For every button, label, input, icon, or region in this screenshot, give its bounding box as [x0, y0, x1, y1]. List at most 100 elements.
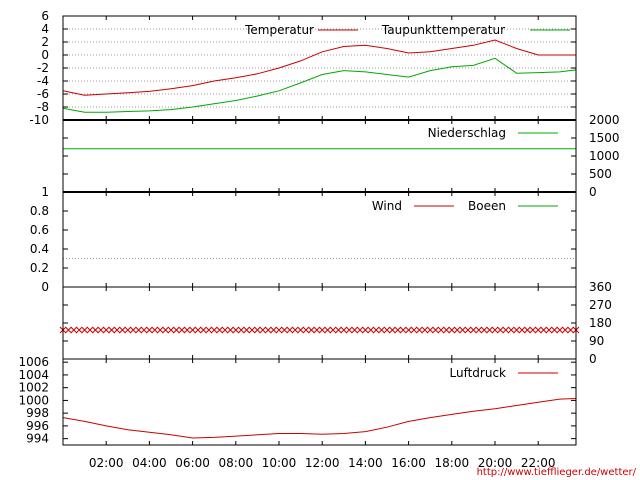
x-tick-label: 04:00 [132, 456, 167, 470]
y-tick-label: 1004 [18, 368, 49, 382]
series-line-luftdruck [62, 398, 577, 439]
scatter-point [507, 326, 515, 334]
y-tick-label: -4 [37, 74, 49, 88]
scatter-point [421, 326, 429, 334]
y-tick-label: -2 [37, 61, 49, 75]
scatter-point [119, 326, 126, 334]
scatter-point [173, 326, 180, 334]
scatter-point [459, 326, 466, 334]
y-tick-label: 0.4 [30, 242, 49, 256]
scatter-point [210, 326, 218, 334]
scatter-point [383, 326, 391, 334]
scatter-point [308, 326, 315, 334]
x-tick-label: 10:00 [262, 456, 297, 470]
scatter-point [362, 326, 369, 334]
y-tick-label: -8 [37, 100, 49, 114]
scatter-point [302, 326, 310, 334]
y-tick-label: 1500 [589, 131, 620, 145]
legend-label-taupunkttemperatur: Taupunkttemperatur [381, 23, 505, 37]
scatter-point [534, 326, 542, 334]
scatter-point [551, 326, 558, 334]
x-tick-label: 22:00 [521, 456, 556, 470]
legend-label-temperatur: Temperatur [244, 23, 314, 37]
x-tick-label: 06:00 [175, 456, 210, 470]
y-tick-label: 180 [589, 316, 612, 330]
scatter-point [162, 326, 169, 334]
scatter-point [324, 326, 331, 334]
scatter-point [464, 326, 472, 334]
scatter-point [372, 326, 380, 334]
scatter-point [259, 326, 267, 334]
legend-label-wind: Wind [372, 199, 402, 213]
y-tick-label: 1000 [18, 393, 49, 407]
scatter-point [183, 326, 191, 334]
x-axis: 02:00 04:00 06:00 08:00 10:00 12:00 14:00 16:00… [89, 16, 556, 470]
scatter-point [502, 326, 510, 334]
x-tick-label: 20:00 [478, 456, 513, 470]
scatter-point [264, 326, 272, 334]
scatter-point [416, 326, 423, 334]
scatter-point [426, 326, 434, 334]
y-tick-label: 90 [589, 334, 604, 348]
panel-2: 2000 1500 1000 500 0 Niederschlag [62, 113, 620, 199]
scatter-point [178, 326, 186, 334]
scatter-point [480, 326, 488, 334]
scatter-point [281, 326, 288, 334]
series-line-taupunkttemperatur [62, 57, 577, 113]
scatter-point [318, 326, 326, 334]
scatter-point [335, 326, 342, 334]
y-tick-label: 360 [589, 280, 612, 294]
scatter-point [367, 326, 375, 334]
scatter-point [453, 326, 461, 334]
scatter-point [75, 326, 83, 334]
scatter-point [291, 326, 299, 334]
y-tick-label: 2000 [589, 113, 620, 127]
scatter-point [243, 326, 250, 334]
scatter-point [286, 326, 294, 334]
scatter-point [448, 326, 456, 334]
scatter-point [221, 326, 229, 334]
scatter-point [140, 326, 148, 334]
scatter-point [540, 326, 547, 334]
legend-label-luftdruck: Luftdruck [449, 366, 506, 380]
scatter-point [345, 326, 353, 334]
y-tick-label: 0 [589, 352, 597, 366]
scatter-point [151, 326, 159, 334]
panel-3: 1 0.8 0.6 0.4 0.2 0 Wind Boeen [30, 185, 577, 294]
scatter-point [275, 326, 283, 334]
y-tick-label: 2 [41, 35, 49, 49]
y-tick-label: 998 [26, 406, 49, 420]
scatter-point [146, 326, 153, 334]
x-tick-label: 14:00 [348, 456, 383, 470]
scatter-point [97, 326, 105, 334]
x-tick-label: 18:00 [435, 456, 470, 470]
scatter-point [227, 326, 234, 334]
scatter-point [524, 326, 531, 334]
scatter-point [189, 326, 196, 334]
x-tick-label: 02:00 [89, 456, 124, 470]
y-tick-label: 500 [589, 167, 612, 181]
scatter-point [65, 326, 72, 334]
scatter-point [443, 326, 450, 334]
scatter-point [135, 326, 142, 334]
scatter-point [232, 326, 240, 334]
scatter-point [167, 326, 175, 334]
y-tick-label: 0.2 [30, 261, 49, 275]
x-tick-label: 08:00 [219, 456, 254, 470]
scatter-point [518, 326, 526, 334]
scatter-point [486, 326, 493, 334]
y-tick-label: 1006 [18, 355, 49, 369]
credit-link[interactable]: http://www.tiefflieger.de/wetter/ [477, 467, 637, 478]
series-line-temperatur [62, 39, 576, 96]
scatter-point [86, 326, 94, 334]
scatter-point [545, 326, 553, 334]
scatter-point [356, 326, 364, 334]
scatter-point [556, 326, 564, 334]
scatter-point [378, 326, 385, 334]
scatter-point [113, 326, 121, 334]
scatter-point [399, 326, 407, 334]
